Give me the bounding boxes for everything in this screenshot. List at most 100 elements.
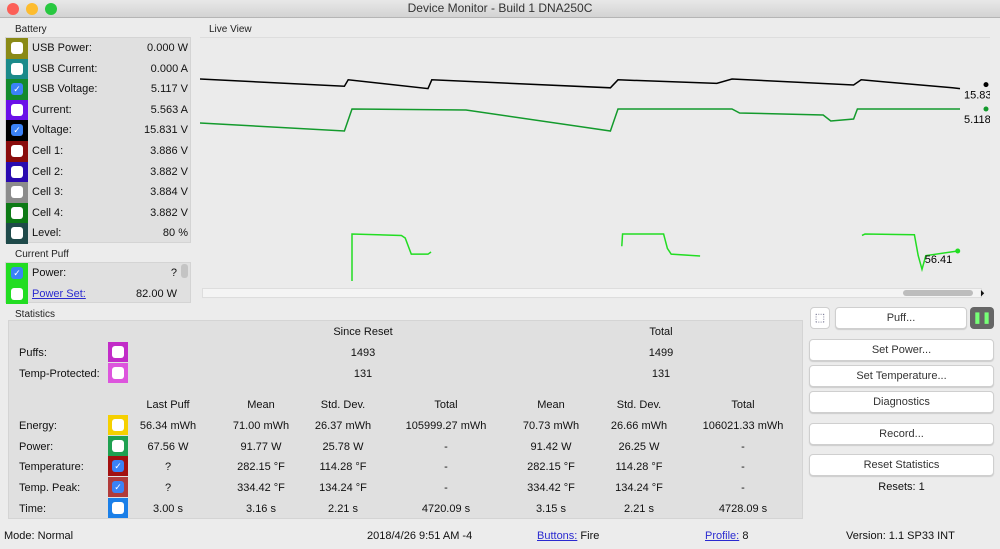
stat-value: 4728.09 s: [718, 502, 768, 515]
row-value: 5.117 V: [150, 83, 188, 96]
select-cursor-button[interactable]: ⬚: [810, 307, 830, 329]
pause-button[interactable]: ❚❚: [970, 307, 994, 329]
series-checkbox[interactable]: ✓: [11, 83, 23, 96]
row-value: 15.831 V: [143, 124, 188, 137]
series-color-swatch: ✓: [108, 456, 128, 477]
stat-value: 3.16 s: [246, 502, 276, 515]
series-color-swatch: [108, 363, 128, 383]
data-row: Cell 3: 3.884 V: [6, 182, 191, 203]
maximize-button[interactable]: [45, 3, 57, 15]
datetime-status: 2018/4/26 9:51 AM -4: [367, 530, 473, 542]
reset-statistics-button[interactable]: Reset Statistics: [809, 454, 994, 476]
window-title: Device Monitor - Build 1 DNA250C: [407, 1, 593, 15]
series-checkbox[interactable]: ✓: [112, 481, 124, 494]
row-label: Cell 1:: [32, 145, 64, 157]
voltage-value-label: 15.83: [964, 90, 990, 102]
scrollbar-thumb[interactable]: [903, 290, 973, 296]
series-checkbox[interactable]: [11, 62, 23, 75]
series-checkbox[interactable]: [112, 346, 124, 358]
data-row: Level: 80 %: [6, 223, 191, 244]
series-checkbox[interactable]: [11, 165, 23, 178]
stat-value: 26.66 mWh: [610, 420, 668, 432]
horizontal-scrollbar[interactable]: [202, 288, 982, 298]
row-value: 3.886 V: [150, 145, 188, 157]
data-row: Current: 5.563 A: [6, 99, 191, 121]
power-end-marker: [955, 248, 961, 254]
stat-value: 2.21 s: [328, 502, 358, 515]
puff-button[interactable]: Puff...: [835, 307, 967, 329]
series-checkbox[interactable]: [112, 367, 124, 379]
set-power-button[interactable]: Set Power...: [809, 339, 994, 361]
series-color-swatch: [6, 141, 28, 162]
series-checkbox[interactable]: ✓: [112, 460, 124, 473]
series-checkbox[interactable]: [112, 439, 124, 452]
count-label: Temp-Protected:: [19, 368, 100, 380]
stat-value: 71.00 mWh: [232, 420, 290, 432]
series-color-swatch: [108, 435, 128, 456]
stat-label: Energy:: [19, 420, 57, 432]
set-temperature-button[interactable]: Set Temperature...: [809, 365, 994, 387]
profile-link[interactable]: Profile:: [705, 530, 740, 542]
record-button[interactable]: Record...: [809, 423, 994, 445]
column-header: Mean: [247, 399, 275, 411]
stat-label: Temperature:: [19, 461, 84, 474]
series-checkbox[interactable]: ✓: [11, 267, 23, 279]
series-checkbox[interactable]: [11, 145, 23, 157]
power-value-label: 56.41: [925, 254, 953, 266]
stat-label: Temp. Peak:: [19, 482, 81, 495]
row-value: 3.882 V: [150, 165, 188, 178]
series-checkbox[interactable]: [11, 186, 23, 199]
minimize-button[interactable]: [26, 3, 38, 15]
total-count: 1499: [648, 347, 674, 359]
series-checkbox[interactable]: [11, 206, 23, 219]
row-label: Level:: [32, 227, 62, 240]
series-color-swatch: [6, 161, 28, 183]
series-checkbox[interactable]: [11, 227, 23, 240]
data-row: USB Current: 0.000 A: [6, 58, 191, 80]
column-header: Std. Dev.: [320, 399, 366, 411]
scroll-to-end-icon[interactable]: ⏵: [980, 288, 985, 298]
stat-value: 70.73 mWh: [522, 420, 580, 432]
series-checkbox[interactable]: [112, 419, 124, 431]
statistics-panel: Since Reset Total Puffs: 1493 1499 Temp-Prote…: [8, 320, 803, 519]
buttons-link[interactable]: Buttons:: [537, 530, 578, 542]
data-row: Power Set: 82.00 W: [6, 283, 191, 305]
stat-value: 56.34 mWh: [139, 420, 197, 432]
current-puff-scrollbar[interactable]: [181, 264, 188, 278]
stat-label: Power:: [19, 440, 54, 453]
series-color-swatch: [6, 182, 28, 203]
since-reset-count: 1493: [350, 347, 376, 359]
column-header: Total: [731, 399, 755, 411]
column-header: Total: [434, 399, 458, 411]
live-view-chart: 15.83 5.118 56.41: [200, 78, 990, 282]
series-checkbox[interactable]: ✓: [11, 124, 23, 137]
live-view-panel: 15.83 5.118 56.41 ⏵: [200, 37, 990, 299]
series-checkbox[interactable]: [112, 501, 124, 514]
row-value: 5.563 A: [150, 103, 188, 116]
diagnostics-button[interactable]: Diagnostics: [809, 391, 994, 413]
series-checkbox[interactable]: [11, 103, 23, 116]
series-checkbox[interactable]: [11, 42, 23, 54]
total-count: 131: [651, 368, 671, 380]
stat-value: -: [741, 461, 745, 474]
power-set-link[interactable]: Power Set:: [32, 287, 86, 300]
stat-value: 282.15 °F: [527, 461, 575, 474]
row-value: 0.000 W: [147, 42, 188, 54]
count-label: Puffs:: [19, 347, 47, 359]
column-header: Std. Dev.: [616, 399, 662, 411]
close-button[interactable]: [7, 3, 19, 15]
stat-value: 91.42 W: [530, 440, 572, 453]
stat-value: 3.15 s: [536, 502, 566, 515]
series-color-swatch: [6, 38, 28, 59]
stat-label: Time:: [19, 502, 47, 515]
statistics-group-title: Statistics: [15, 309, 56, 320]
data-row: Cell 1: 3.886 V: [6, 141, 191, 162]
series-color-swatch: ✓: [6, 263, 28, 284]
current-puff-panel: ✓ Power:? Power Set: 82.00 W: [5, 262, 191, 305]
series-color-swatch: ✓: [108, 477, 128, 498]
stat-value: 67.56 W: [147, 440, 189, 453]
battery-panel: USB Power: 0.000 W USB Current: 0.000 A ✓ USB…: [5, 37, 191, 244]
row-label: Current:: [32, 103, 72, 116]
series-checkbox[interactable]: [11, 287, 23, 300]
series-color-swatch: [108, 497, 128, 518]
